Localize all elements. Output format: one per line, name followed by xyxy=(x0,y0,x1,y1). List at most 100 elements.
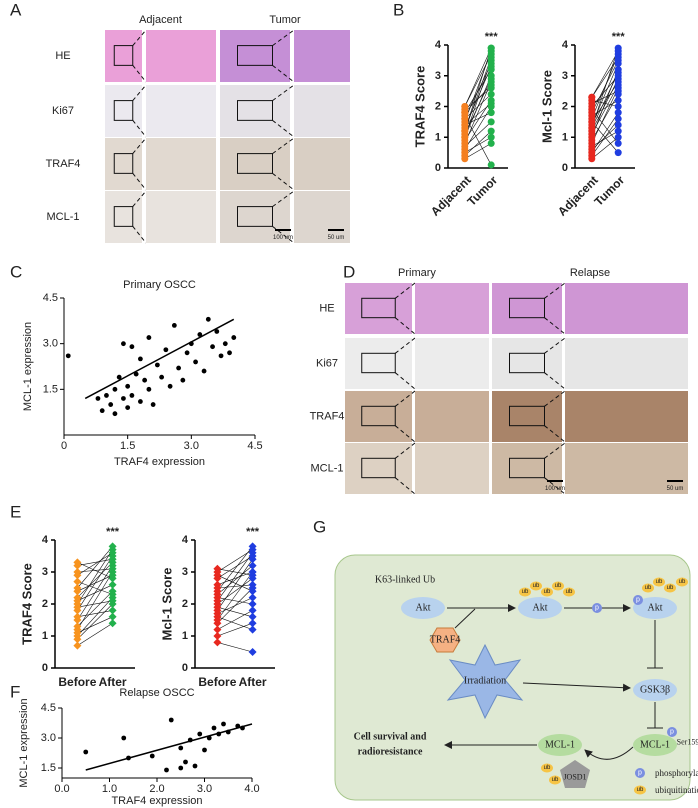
ub-label: ub xyxy=(544,765,551,771)
x-tick-label: 2.0 xyxy=(149,783,164,795)
dot xyxy=(461,133,469,141)
pair-line xyxy=(217,597,253,605)
micrograph xyxy=(492,391,562,442)
p-glyph xyxy=(635,768,645,778)
annotation: *** xyxy=(246,526,260,538)
row-label: TRAF4 xyxy=(46,158,81,170)
node-label: Akt xyxy=(416,603,431,614)
dot xyxy=(614,96,622,104)
micrograph xyxy=(345,391,412,442)
inset-box xyxy=(509,405,545,427)
dot xyxy=(213,632,222,640)
x-tick-label: After xyxy=(239,675,267,689)
point xyxy=(214,329,220,334)
dot xyxy=(614,121,622,129)
micrograph xyxy=(415,338,489,389)
point xyxy=(201,368,207,374)
point xyxy=(65,353,71,359)
row-label: HE xyxy=(55,50,70,62)
point xyxy=(104,393,109,398)
y-tick-label: 1.5 xyxy=(43,383,58,395)
node xyxy=(518,597,562,619)
annotation: *** xyxy=(485,31,499,43)
zoom-line xyxy=(272,84,295,102)
traf4-node xyxy=(429,627,461,653)
dot xyxy=(108,619,117,628)
legend-label: ubiquitination xyxy=(655,785,698,795)
point xyxy=(121,396,126,401)
node xyxy=(633,679,677,701)
pair-line xyxy=(217,597,253,614)
ub-label: ub xyxy=(544,589,551,595)
zoom-line xyxy=(272,172,295,191)
dot xyxy=(108,564,117,573)
dot xyxy=(614,133,622,141)
point xyxy=(163,347,169,353)
ub-glyph xyxy=(519,587,531,597)
dot xyxy=(248,545,257,554)
zoom-line xyxy=(272,64,295,83)
p-label: p xyxy=(670,729,674,736)
point xyxy=(146,386,152,392)
pair-line xyxy=(77,574,113,592)
y-tick-label: 2 xyxy=(435,101,441,113)
chart-title: Primary OSCC xyxy=(123,279,196,291)
micrograph xyxy=(565,443,688,494)
dot xyxy=(487,44,495,52)
zoom-line xyxy=(132,84,147,101)
dot xyxy=(487,99,495,107)
zoom-line xyxy=(272,29,295,47)
pair-line xyxy=(217,555,253,579)
node-label: JOSD1 xyxy=(563,773,586,782)
pair-line xyxy=(464,136,492,153)
micrograph xyxy=(220,85,290,137)
y-tick-label: 4 xyxy=(42,534,49,546)
pair-line xyxy=(217,568,253,576)
point xyxy=(138,356,143,362)
pair-line xyxy=(464,63,492,119)
x-tick-label: Tumor xyxy=(591,173,627,209)
dot xyxy=(614,78,622,86)
dot xyxy=(487,133,495,141)
annotation: *** xyxy=(612,31,626,43)
inset-box xyxy=(113,206,134,227)
pair-line xyxy=(77,584,113,602)
pair-line xyxy=(591,112,619,153)
row-label: MCL-1 xyxy=(46,211,79,223)
inset-box xyxy=(361,352,396,374)
point xyxy=(231,335,237,340)
point xyxy=(142,377,148,383)
ub-glyph xyxy=(549,775,561,785)
dot xyxy=(73,577,82,586)
dot xyxy=(461,109,469,117)
micrograph xyxy=(492,443,562,494)
micrograph xyxy=(146,191,216,243)
micrograph xyxy=(415,391,489,442)
point xyxy=(178,765,184,771)
fit-line xyxy=(85,723,253,771)
point xyxy=(180,377,186,383)
zoom-line xyxy=(132,137,147,154)
inset-box xyxy=(361,457,396,479)
point xyxy=(183,759,188,765)
pair-line xyxy=(217,616,253,630)
micrograph xyxy=(345,283,412,334)
micrograph xyxy=(105,191,142,243)
dot xyxy=(588,118,596,126)
inset-box xyxy=(237,153,273,174)
dot xyxy=(487,127,495,135)
x-tick-label: 3.0 xyxy=(184,440,199,452)
dot xyxy=(73,641,82,650)
dot xyxy=(248,593,257,602)
pair-line xyxy=(77,622,113,646)
point xyxy=(159,374,165,380)
ub-label: ub xyxy=(656,579,663,585)
x-tick-label: 3.0 xyxy=(197,783,212,795)
pair-line xyxy=(464,112,492,126)
panel-letter: C xyxy=(10,263,22,282)
dot xyxy=(487,90,495,98)
inset-box xyxy=(361,297,396,319)
dot xyxy=(614,115,622,123)
dot xyxy=(248,619,257,628)
